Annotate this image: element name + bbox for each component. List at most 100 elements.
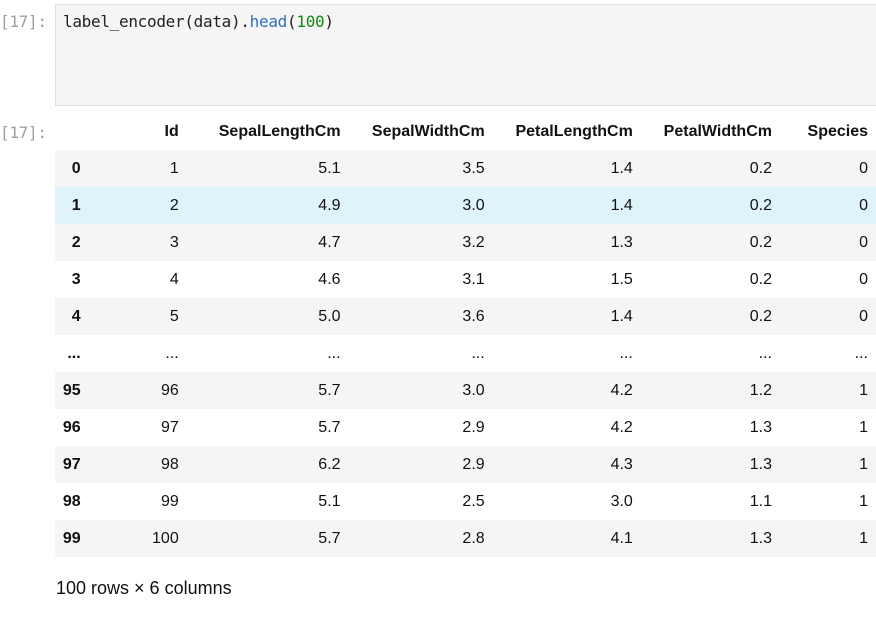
table-cell: 4.2	[610, 418, 633, 436]
table-cell: 3.0	[610, 492, 633, 510]
table-row: 96 97 5.7 2.9 4.2 1.3 1	[55, 409, 876, 446]
table-cell: 5.7	[318, 418, 341, 436]
table-cell: 5	[169, 307, 179, 325]
table-cell: 1.2	[749, 381, 772, 399]
table-cell: 5.1	[318, 159, 341, 177]
table-cell: 3.0	[462, 196, 485, 214]
table-row: 0 1 5.1 3.5 1.4 0.2 0	[55, 150, 876, 187]
row-index: 1	[71, 196, 81, 214]
code-argument: 100	[296, 12, 325, 31]
table-cell: 1.4	[610, 196, 633, 214]
table-body: 0 1 5.1 3.5 1.4 0.2 0 1 2 4.9 3.0 1.4 0.2 0 2 3 4.7 3.2 1.…	[55, 150, 876, 557]
row-index: 95	[62, 381, 81, 399]
table-cell: ...	[327, 344, 341, 362]
table-cell: 0	[859, 233, 868, 251]
table-cell: ...	[619, 344, 633, 362]
table-cell: 0.2	[749, 270, 772, 288]
table-cell: 5.1	[318, 492, 341, 510]
table-cell: ...	[471, 344, 485, 362]
output-prompt: [17]:	[0, 123, 47, 142]
row-index: 3	[71, 270, 81, 288]
row-index: 2	[71, 233, 81, 251]
table-cell: 1	[859, 381, 868, 399]
table-cell: 3.2	[462, 233, 485, 251]
table-cell: 100	[152, 529, 179, 547]
header-sepal-length: SepalLengthCm	[218, 122, 341, 140]
table-cell: 0.2	[749, 196, 772, 214]
table-row: .....................	[55, 335, 876, 372]
table-cell: 4	[169, 270, 179, 288]
table-cell: 3.5	[462, 159, 485, 177]
table-cell: 2.8	[462, 529, 485, 547]
input-prompt: [17]:	[0, 12, 47, 31]
table-cell: 1	[169, 159, 179, 177]
header-id: Id	[164, 122, 179, 140]
table-cell: 5.7	[318, 529, 341, 547]
table-cell: 3.0	[462, 381, 485, 399]
table-cell: 1.3	[610, 233, 633, 251]
table-cell: 1.5	[610, 270, 633, 288]
header-petal-length: PetalLengthCm	[515, 122, 633, 140]
header-species: Species	[807, 122, 868, 140]
code-line: label_encoder(data).head(100)	[63, 12, 334, 31]
table-cell: 3.6	[462, 307, 485, 325]
table-cell: 0.2	[749, 233, 772, 251]
header-petal-width: PetalWidthCm	[663, 122, 772, 140]
table-cell: 5.0	[318, 307, 341, 325]
table-cell: 1.4	[610, 307, 633, 325]
table-row: 97 98 6.2 2.9 4.3 1.3 1	[55, 446, 876, 483]
table-cell: 0	[859, 159, 868, 177]
table-cell: 4.7	[318, 233, 341, 251]
code-method: head	[249, 12, 288, 31]
table-row: 3 4 4.6 3.1 1.5 0.2 0	[55, 261, 876, 298]
table-cell: 4.6	[318, 270, 341, 288]
table-cell: 1.3	[749, 455, 772, 473]
table-cell: 1.3	[749, 418, 772, 436]
table-cell: ...	[758, 344, 772, 362]
table-cell: 2.9	[462, 455, 485, 473]
table-header: Id SepalLengthCm SepalWidthCm PetalLengt…	[55, 113, 876, 150]
table-cell: 1.4	[610, 159, 633, 177]
table-cell: 3	[169, 233, 179, 251]
table-cell: 0.2	[749, 307, 772, 325]
code-function: label_encoder(data).	[63, 12, 250, 31]
table-cell: 4.3	[610, 455, 633, 473]
table-cell: 98	[160, 455, 179, 473]
table-cell: 0	[859, 270, 868, 288]
table-row: 4 5 5.0 3.6 1.4 0.2 0	[55, 298, 876, 335]
table-cell: 1.1	[749, 492, 772, 510]
table-row: 95 96 5.7 3.0 4.2 1.2 1	[55, 372, 876, 409]
table-cell: 99	[160, 492, 179, 510]
table-cell: 3.1	[462, 270, 485, 288]
row-index: ...	[67, 344, 81, 362]
row-index: 98	[62, 492, 81, 510]
code-close-paren: )	[324, 12, 334, 31]
dataframe-shape: 100 rows × 6 columns	[56, 578, 232, 598]
table-row: 1 2 4.9 3.0 1.4 0.2 0	[55, 187, 876, 224]
table-cell: 1	[859, 418, 868, 436]
header-sepal-width: SepalWidthCm	[371, 122, 485, 140]
table-cell: 1	[859, 529, 868, 547]
table-cell: ...	[165, 344, 179, 362]
header-index	[55, 113, 99, 150]
table-cell: 4.9	[318, 196, 341, 214]
table-cell: ...	[854, 344, 868, 362]
table-cell: 1.3	[749, 529, 772, 547]
table-cell: 96	[160, 381, 179, 399]
table-cell: 4.2	[610, 381, 633, 399]
table-cell: 2.5	[462, 492, 485, 510]
table-cell: 2.9	[462, 418, 485, 436]
table-cell: 97	[160, 418, 179, 436]
row-index: 4	[71, 307, 81, 325]
code-editor[interactable]: label_encoder(data).head(100)	[55, 4, 876, 106]
row-index: 96	[62, 418, 81, 436]
table-cell: 0.2	[749, 159, 772, 177]
table-cell: 0	[859, 196, 868, 214]
code-cell[interactable]: [17]: label_encoder(data).head(100)	[0, 0, 876, 108]
table-cell: 2	[169, 196, 179, 214]
dataframe-table: Id SepalLengthCm SepalWidthCm PetalLengt…	[55, 113, 876, 557]
table-cell: 1	[859, 492, 868, 510]
table-cell: 6.2	[318, 455, 341, 473]
row-index: 99	[62, 529, 81, 547]
table-cell: 1	[859, 455, 868, 473]
